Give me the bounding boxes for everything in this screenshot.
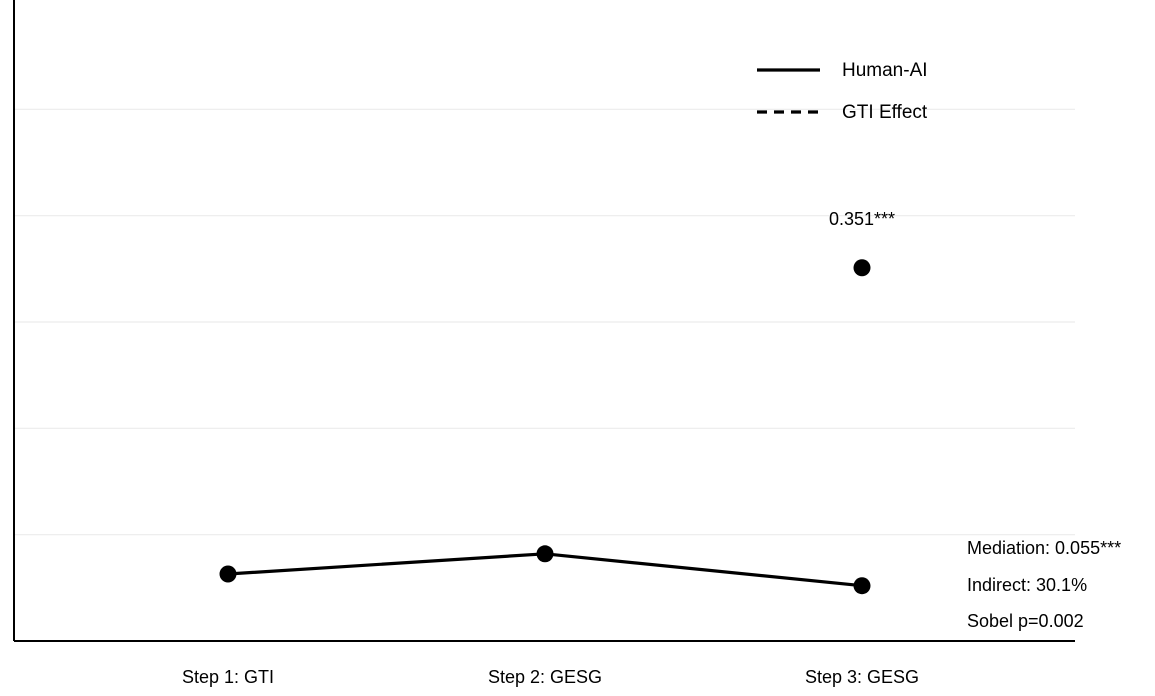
annotation-text: Mediation: 0.055*** (967, 538, 1121, 558)
annotation-text: Indirect: 30.1% (967, 575, 1087, 595)
data-label: 0.351*** (829, 209, 895, 229)
data-labels: 0.351*** (829, 209, 895, 229)
annotation-text: Sobel p=0.002 (967, 611, 1084, 631)
legend-label: Human-AI (842, 60, 928, 81)
series-layer (219, 259, 871, 595)
gridlines (14, 108, 1075, 536)
x-tick-labels: Step 1: GTI Step 2: GESG Step 3: GESG (182, 667, 919, 687)
data-point (853, 577, 871, 595)
x-tick-label: Step 1: GTI (182, 667, 274, 687)
mediation-annotations: Mediation: 0.055*** Indirect: 30.1% Sobel … (967, 538, 1121, 631)
data-point (853, 259, 871, 277)
x-tick-label: Step 2: GESG (488, 667, 602, 687)
x-tick-label: Step 3: GESG (805, 667, 919, 687)
legend: Human-AI GTI Effect (757, 60, 928, 123)
data-point (219, 565, 237, 583)
legend-label: GTI Effect (842, 102, 928, 123)
data-point (536, 545, 554, 563)
